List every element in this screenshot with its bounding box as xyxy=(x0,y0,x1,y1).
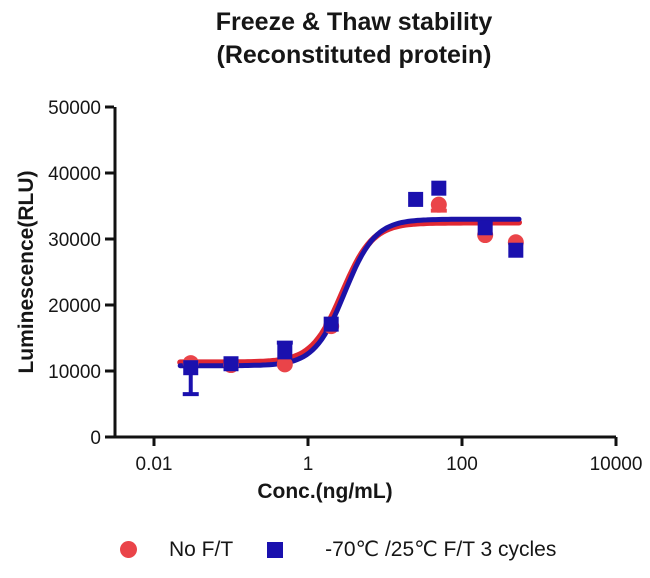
data-point-ft-cycles xyxy=(277,344,293,360)
x-tick-label: 100 xyxy=(446,454,478,475)
y-tick-label: 20000 xyxy=(48,296,101,317)
y-tick-label: 0 xyxy=(90,428,101,449)
data-point-no-ft xyxy=(276,356,293,373)
chart-canvas: 0 10000 20000 30000 40000 50000 0.01 1 100 10000 xyxy=(48,98,643,475)
data-point-ft-cycles xyxy=(323,316,339,332)
y-tick-label: 10000 xyxy=(48,362,101,383)
legend-label-no-ft: No F/T xyxy=(169,537,234,561)
y-tick-label: 30000 xyxy=(48,230,101,251)
chart-title-line1: Freeze & Thaw stability xyxy=(215,8,493,36)
x-tick-label: 1 xyxy=(303,454,314,475)
data-point-ft-cycles xyxy=(431,180,447,196)
legend-circle-marker-icon xyxy=(120,541,137,558)
data-point-ft-cycles xyxy=(477,220,493,236)
axes-frame xyxy=(113,107,616,439)
legend: No F/T -70℃ /25℃ F/T 3 cycles xyxy=(0,537,650,562)
legend-square-marker-icon xyxy=(267,541,284,558)
y-tick-label: 50000 xyxy=(48,98,101,119)
y-tick-label: 40000 xyxy=(48,164,101,185)
x-axis-label: Conc.(ng/mL) xyxy=(257,480,393,503)
data-point-ft-cycles xyxy=(223,356,239,372)
chart-title: Freeze & Thaw stability (Reconstituted p… xyxy=(0,6,650,72)
data-point-ft-cycles xyxy=(508,242,524,258)
chart-title-line2: (Reconstituted protein) xyxy=(216,41,492,69)
x-tick-label: 0.01 xyxy=(136,454,173,475)
data-point-ft-cycles xyxy=(408,191,424,207)
legend-label-ft-cycles: -70℃ /25℃ F/T 3 cycles xyxy=(325,538,557,561)
data-point-no-ft xyxy=(430,196,447,213)
data-point-ft-cycles xyxy=(183,360,199,376)
legend-item-no-ft: No F/T xyxy=(120,538,233,562)
fit-curve-blue xyxy=(177,216,522,369)
fit-curve-red xyxy=(177,219,522,366)
legend-item-ft-cycles: -70℃ /25℃ F/T 3 cycles xyxy=(267,537,556,562)
x-tick-label: 10000 xyxy=(590,454,643,475)
